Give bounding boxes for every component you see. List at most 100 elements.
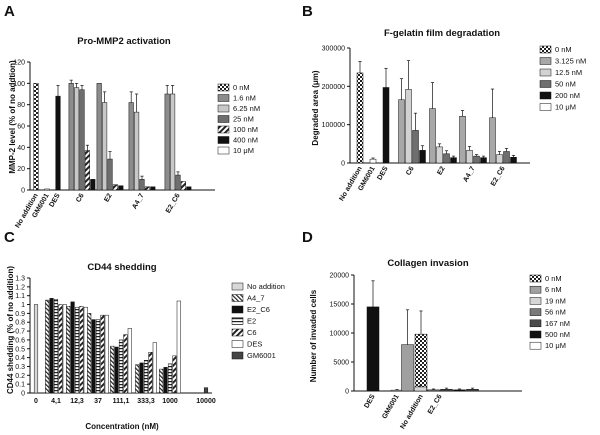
legend-label-a: 10 μM [233, 146, 254, 155]
y-axis-label-c: CD44 shedding (% of no addition) [6, 266, 15, 394]
bar-a [144, 186, 150, 191]
bar-a [44, 188, 50, 191]
bar-c [91, 319, 96, 394]
legend-label-a: 1.6 nM [233, 94, 256, 103]
bar-c [114, 346, 119, 394]
bar-a [150, 186, 156, 191]
y-tick-label-c: 0.5 [15, 346, 25, 353]
legend-label-d: 167 nM [545, 319, 570, 328]
x-tick-label-c: 10000 [196, 398, 216, 405]
bar-c [110, 345, 115, 394]
bar-c [87, 313, 92, 394]
y-axis-label-b: Degraded area (μm) [311, 70, 320, 145]
bar-b [496, 154, 503, 164]
legend-swatch-d [529, 297, 542, 305]
legend-label-b: 3.125 nM [555, 57, 586, 66]
x-tick-label-b: C6 [405, 165, 416, 176]
legend-label-a: 100 nM [233, 125, 258, 134]
x-tick-label-c: 37 [94, 398, 102, 405]
bar-c [127, 328, 132, 394]
x-tick-label-c: 12,3 [70, 398, 84, 405]
bar-b [419, 150, 426, 164]
legend-swatch-d [529, 330, 542, 339]
legend-swatch-d [529, 308, 542, 316]
x-tick-label-a: E2 [103, 192, 113, 203]
x-tick-label-b: E2 [436, 165, 446, 176]
legend-label-c: A4_7 [247, 294, 265, 303]
bar-c [167, 363, 173, 394]
bar-b [382, 87, 390, 164]
x-tick-label-c: 0 [34, 398, 38, 405]
legend-label-c: E2 [247, 317, 256, 326]
bar-a [102, 102, 108, 191]
bar-d [414, 386, 427, 392]
x-tick-label-a: A4_7 [131, 192, 145, 210]
y-tick-label-a: 0 [21, 188, 25, 195]
legend-label-a: 25 nM [233, 115, 254, 124]
bar-a [128, 102, 134, 191]
legend-swatch-a [217, 83, 230, 92]
bar-c [152, 342, 157, 394]
legend-swatch-c [231, 294, 244, 302]
y-tick-label-c: 1 [21, 302, 25, 309]
legend-swatch-a [217, 94, 230, 102]
legend-label-c: GM6001 [247, 351, 276, 360]
bar-c [79, 306, 84, 394]
bar-b [510, 157, 517, 164]
bar-b [466, 150, 473, 164]
panel-letter-a: A [4, 3, 15, 20]
legend-label-c: C6 [247, 328, 257, 337]
y-tick-label-d: 20000 [330, 273, 350, 280]
panel-letter-d: D [302, 229, 313, 246]
bar-c [148, 352, 153, 394]
bar-d [390, 389, 404, 392]
bar-b [489, 117, 496, 164]
bar-a [84, 150, 90, 191]
bar-b [356, 72, 364, 164]
x-tick-label-b: A4_7 [462, 165, 476, 183]
bar-a [107, 158, 113, 191]
legend-swatch-a [217, 125, 230, 134]
chart-title-c: CD44 shedding [87, 262, 156, 273]
bar-b [503, 151, 510, 164]
bar-c [33, 304, 39, 394]
x-tick-label-d: GM6001 [381, 393, 401, 420]
y-tick-label-b: 100000 [322, 122, 345, 129]
y-axis-label-a: MMP-2 level (% of no addtion) [8, 60, 17, 174]
bar-b [473, 155, 480, 164]
bar-c [70, 301, 75, 394]
legend-label-b: 0 nM [555, 45, 572, 54]
bar-c [49, 298, 54, 394]
bar-c [58, 304, 63, 394]
x-tick-label-d: No addition [399, 394, 424, 431]
chart-title-d: Collagen invasion [387, 258, 468, 269]
y-tick-label-c: 1.2 [15, 284, 25, 291]
x-axis-label-c: Concentration (nM) [85, 422, 159, 431]
bar-c [172, 355, 177, 394]
x-tick-label-a: C6 [75, 192, 86, 203]
bar-a [134, 111, 140, 191]
legend-swatch-c [231, 317, 244, 325]
legend-swatch-c [231, 340, 244, 348]
bar-c [45, 299, 50, 394]
y-axis-label-d: Number of invaded cells [309, 289, 318, 382]
y-tick-label-b: 0 [341, 161, 345, 168]
y-tick-label-c: 0.8 [15, 320, 25, 327]
bar-b [412, 130, 419, 164]
y-tick-label-c: 0.9 [15, 311, 25, 318]
legend-swatch-b [539, 80, 552, 88]
legend-label-c: DES [247, 340, 262, 349]
legend-swatch-a [217, 136, 230, 144]
y-tick-label-c: 0.7 [15, 329, 25, 336]
bar-a [68, 83, 74, 191]
legend-label-d: 19 nM [545, 296, 566, 305]
y-tick-label-d: 5000 [333, 360, 349, 367]
legend-label-a: 0 nM [233, 83, 250, 92]
x-tick-label-a: E2_C6 [165, 192, 182, 214]
x-tick-label-d: E2_C6 [427, 393, 444, 415]
bar-c [123, 334, 128, 394]
panel-d: D Collagen invasion Number of invaded ce… [302, 229, 570, 430]
